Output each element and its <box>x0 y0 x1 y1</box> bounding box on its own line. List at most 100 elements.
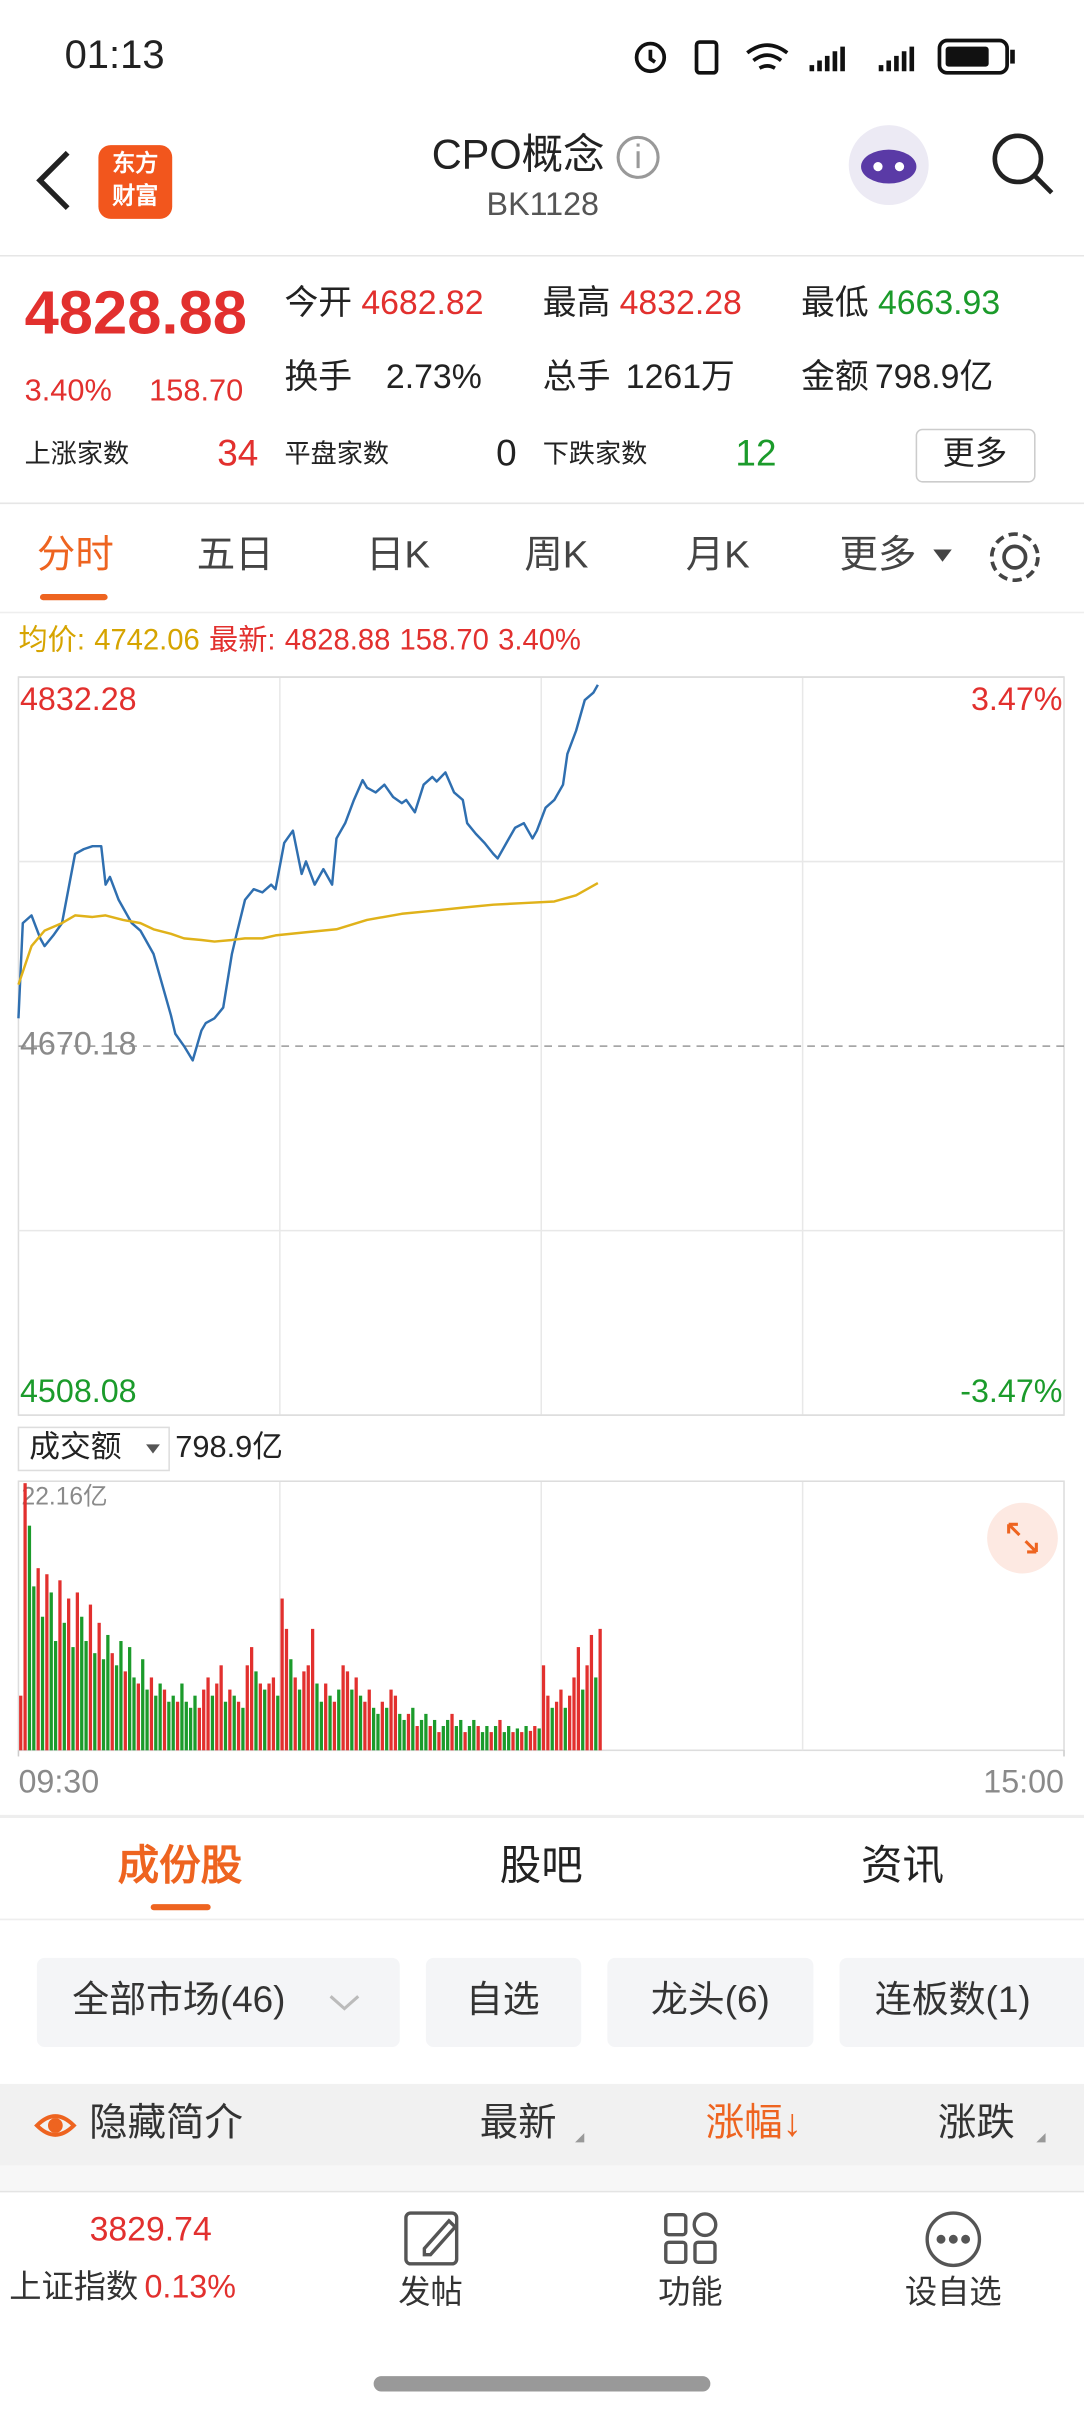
volume-bar <box>493 1726 498 1751</box>
volume-bar <box>276 1695 280 1751</box>
app-logo <box>98 145 173 219</box>
breadth-value: 12 <box>735 432 776 473</box>
filter-label[interactable]: 连板数(1) <box>875 1979 1031 2020</box>
volume-bar <box>376 1713 380 1751</box>
volume-bar <box>485 1726 489 1751</box>
volume-bar <box>324 1683 328 1751</box>
volume-bar <box>454 1726 459 1751</box>
volume-bar <box>167 1701 171 1751</box>
volume-bar <box>541 1665 546 1751</box>
gap <box>0 2165 1084 2192</box>
breadth-label: 下跌家数 <box>543 439 648 469</box>
filter-chip[interactable] <box>607 1957 814 2048</box>
chart-tab[interactable]: 五日 <box>197 533 274 576</box>
section-tab[interactable]: 股吧 <box>500 1842 583 1889</box>
y2-tick-label: -3.47% <box>960 1373 1062 1409</box>
divider <box>0 1814 1084 1818</box>
volume-bar <box>511 1732 515 1751</box>
volume-bar <box>258 1683 262 1751</box>
volume-bar <box>75 1592 80 1751</box>
filter-label[interactable]: 龙头(6) <box>651 1979 770 2020</box>
volume-bar <box>476 1726 480 1751</box>
index-pct[interactable]: 0.13% <box>144 2268 236 2304</box>
volume-bar <box>249 1647 254 1751</box>
chart-tab[interactable]: 月K <box>686 533 750 576</box>
section-tab[interactable]: 成份股 <box>118 1842 243 1889</box>
volume-bar <box>576 1647 581 1751</box>
index-line[interactable]: 上证指数 0.13% <box>9 2268 236 2304</box>
nav-label[interactable]: 设自选 <box>905 2274 1002 2310</box>
volume-bar <box>385 1707 389 1751</box>
post-icon[interactable] <box>404 2211 459 2266</box>
x-tick-label: 15:00 <box>983 1764 1064 1800</box>
info-icon[interactable] <box>616 135 660 179</box>
indicator-select[interactable] <box>17 1426 170 1472</box>
change: 158.70 <box>149 373 243 408</box>
volume-bar <box>97 1622 101 1751</box>
volume-bar <box>101 1659 106 1751</box>
more-button-label[interactable]: 更多 <box>943 435 1008 471</box>
expand-button[interactable] <box>987 1502 1058 1574</box>
volume-bar <box>402 1719 406 1751</box>
volume-bar <box>310 1628 315 1751</box>
column-header[interactable]: 隐藏简介 <box>89 2102 243 2145</box>
volume-bar <box>389 1689 393 1751</box>
volume-bar <box>84 1641 88 1751</box>
table-header <box>0 2083 1084 2166</box>
y-tick-label: 4508.08 <box>20 1373 137 1409</box>
volume-bar <box>371 1707 376 1751</box>
board-code: BK1128 <box>487 186 599 222</box>
column-header[interactable]: 最新 <box>480 2102 557 2145</box>
column-header[interactable]: 涨幅↓ <box>706 2102 802 2145</box>
filter-chip[interactable] <box>839 1957 1084 2048</box>
function-icon[interactable] <box>664 2212 718 2265</box>
nav-label[interactable]: 功能 <box>658 2274 723 2310</box>
chart-tab[interactable]: 更多 <box>840 533 917 576</box>
section-tab[interactable]: 资讯 <box>861 1842 944 1889</box>
column-header[interactable]: 涨跌 <box>938 2102 1015 2145</box>
volume-bar <box>554 1701 559 1751</box>
volume-bar <box>419 1719 424 1751</box>
volume-bar <box>428 1726 432 1751</box>
nav-label[interactable]: 发帖 <box>398 2274 463 2310</box>
field-value: 4832.28 <box>620 284 742 322</box>
eye-icon[interactable] <box>34 2114 77 2137</box>
indicator-name[interactable]: 成交额 <box>29 1429 121 1464</box>
watchlist-icon[interactable] <box>925 2211 982 2268</box>
assistant-avatar[interactable] <box>848 125 929 206</box>
volume-bar <box>533 1726 537 1751</box>
volume-bar <box>568 1695 572 1751</box>
index-value[interactable]: 3829.74 <box>90 2211 212 2249</box>
more-button[interactable] <box>915 428 1036 483</box>
volume-bar <box>215 1683 219 1751</box>
filter-label[interactable]: 全部市场(46) <box>72 1979 285 2020</box>
price-legend: 均价: 4742.06 最新: 4828.88 158.70 3.40% <box>18 623 580 656</box>
volume-bar <box>36 1568 40 1751</box>
field-value: 4663.93 <box>878 284 1000 322</box>
volume-bar <box>598 1628 602 1751</box>
volume-bar <box>319 1701 323 1751</box>
filter-chip[interactable] <box>425 1957 582 2048</box>
filter-chip[interactable] <box>36 1957 400 2048</box>
filter-label[interactable]: 自选 <box>466 1979 540 2020</box>
page-title: CPO概念 <box>432 130 605 177</box>
volume-bar <box>193 1695 197 1751</box>
chart-tab[interactable]: 日K <box>366 533 430 576</box>
back-button[interactable] <box>36 150 70 211</box>
volume-bar <box>424 1713 428 1751</box>
volume-bar <box>145 1689 149 1751</box>
chart-tab[interactable]: 周K <box>524 533 588 576</box>
chart-tab[interactable]: 分时 <box>37 533 114 576</box>
search-button[interactable] <box>992 133 1054 195</box>
volume-bar <box>507 1726 511 1751</box>
index-name[interactable]: 上证指数 <box>9 2268 138 2304</box>
settings-button[interactable] <box>989 532 1040 583</box>
volume-bar <box>393 1695 398 1751</box>
quote-field: 最高 4832.28 <box>543 284 742 322</box>
volume-bar <box>480 1732 485 1751</box>
dropdown-caret <box>146 1444 160 1454</box>
quote-field: 最低 4663.93 <box>801 284 1000 322</box>
volume-bar <box>110 1653 114 1751</box>
volume-bar <box>228 1689 232 1751</box>
